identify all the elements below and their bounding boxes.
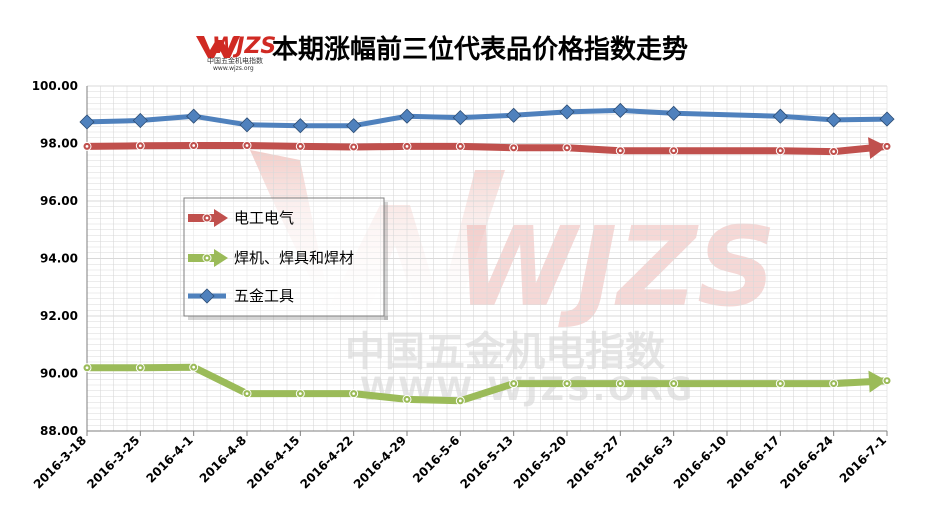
data-point-center <box>885 144 889 148</box>
data-point-center <box>298 392 302 396</box>
data-point-center <box>245 144 249 147</box>
x-tick-label: 2016-4-8 <box>197 433 249 485</box>
logo-url: www.wjzs.org <box>213 65 254 72</box>
x-tick-label: 2016-5-20 <box>511 433 569 491</box>
data-point <box>292 118 308 134</box>
legend-label: 五金工具 <box>234 287 294 305</box>
data-point-center <box>618 382 622 385</box>
data-point <box>559 104 575 120</box>
data-point-center <box>832 382 836 385</box>
data-point-center <box>672 149 676 153</box>
data-point <box>399 108 415 124</box>
data-point <box>346 118 362 134</box>
data-point <box>452 110 468 126</box>
data-point <box>132 112 148 129</box>
data-point <box>612 102 628 119</box>
data-point-center <box>138 144 142 148</box>
x-tick-label: 2016-6-17 <box>724 433 782 491</box>
data-point-center <box>618 149 622 153</box>
y-tick-label: 88.00 <box>40 424 78 438</box>
data-point-center <box>192 144 196 147</box>
y-tick-label: 98.00 <box>40 137 78 151</box>
data-point-center <box>565 146 569 150</box>
y-tick-label: 94.00 <box>40 252 78 266</box>
data-point-center <box>405 144 409 148</box>
data-point <box>186 108 202 124</box>
data-point-center <box>458 399 462 403</box>
watermark-line1: 中国五金机电指数 <box>345 329 665 375</box>
data-point <box>826 112 842 128</box>
data-point <box>506 107 522 123</box>
legend-marker <box>199 288 215 304</box>
y-axis-labels: 88.00 90.00 92.00 94.00 96.00 98.00 100.00 <box>32 79 78 438</box>
data-point <box>239 117 255 133</box>
logo-subtitle: 中国五金机电指数 <box>207 56 263 65</box>
data-point-center <box>138 366 142 370</box>
logo: WJZS 中国五金机电指数 www.wjzs.org <box>196 34 276 72</box>
data-point-center <box>352 392 356 396</box>
header: WJZS 中国五金机电指数 www.wjzs.org 本期涨幅前三位代表品价格指… <box>196 34 688 72</box>
data-point <box>79 114 95 130</box>
y-tick-label: 96.00 <box>40 194 78 208</box>
y-tick-label: 92.00 <box>40 309 78 323</box>
x-tick-label: 2016-4-1 <box>143 433 195 485</box>
x-tick-label: 2016-6-3 <box>623 433 675 485</box>
data-point-center <box>512 146 516 150</box>
x-tick-label: 2016-7-1 <box>837 433 889 485</box>
x-tick-label: 2016-4-15 <box>244 433 302 491</box>
x-tick-label: 2016-6-10 <box>671 433 729 491</box>
data-point-center <box>85 144 89 148</box>
x-tick-label: 2016-4-29 <box>351 433 409 491</box>
data-point <box>879 111 895 127</box>
data-point-center <box>778 382 782 385</box>
data-point-center <box>778 149 782 153</box>
data-point-center <box>885 379 889 383</box>
x-tick-label: 2016-4-22 <box>298 433 356 491</box>
x-tick-label: 2016-5-6 <box>410 433 462 485</box>
data-point-center <box>458 144 462 148</box>
data-point-center <box>565 382 569 385</box>
data-point <box>772 108 788 124</box>
data-point-center <box>672 382 676 385</box>
chart-title: 本期涨幅前三位代表品价格指数走势 <box>272 34 688 65</box>
x-tick-label: 2016-3-25 <box>84 433 142 491</box>
data-point <box>666 105 682 121</box>
data-point-center <box>352 145 356 149</box>
series-arrow-1 <box>868 137 887 160</box>
x-tick-label: 2016-3-18 <box>31 433 89 491</box>
legend-marker-center <box>205 256 209 260</box>
x-tick-label: 2016-5-27 <box>564 433 622 491</box>
data-point-center <box>298 144 302 148</box>
gridlines <box>86 85 888 432</box>
data-point-center <box>245 392 249 396</box>
series-group <box>79 102 895 406</box>
data-point-center <box>192 365 196 369</box>
data-point-center <box>85 366 89 370</box>
x-tick-label: 2016-5-13 <box>458 433 516 491</box>
data-point-center <box>405 397 409 401</box>
legend-label: 焊机、焊具和焊材 <box>234 249 354 267</box>
logo-mark: WJZS <box>212 34 276 59</box>
data-point-center <box>832 150 836 153</box>
legend-label: 电工电气 <box>234 209 294 227</box>
y-tick-label: 100.00 <box>32 79 78 93</box>
series-arrow-2 <box>868 370 888 393</box>
data-point-center <box>512 382 516 385</box>
watermark-mark: WJZS <box>455 203 776 331</box>
legend-marker-center <box>205 216 209 220</box>
y-tick-label: 90.00 <box>40 367 78 381</box>
x-tick-label: 2016-6-24 <box>778 433 836 491</box>
